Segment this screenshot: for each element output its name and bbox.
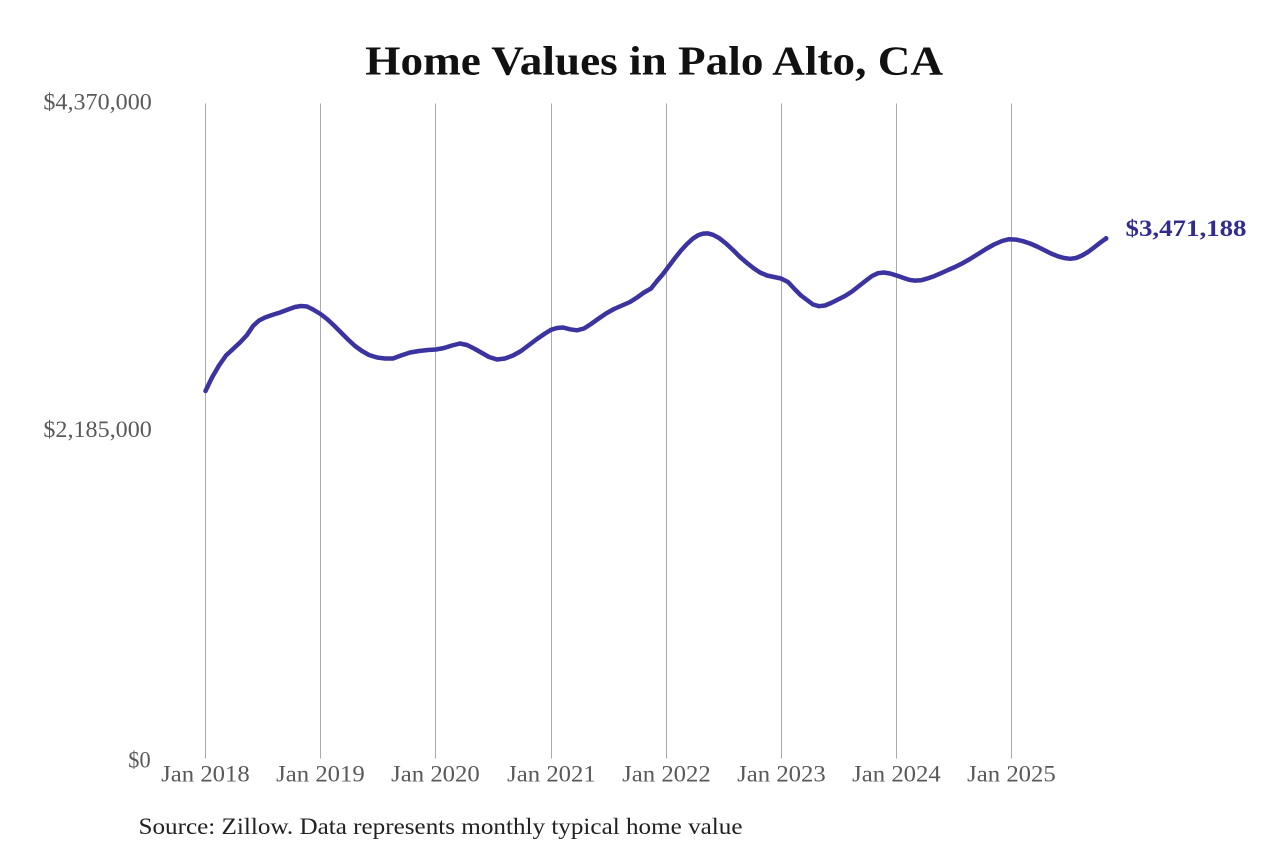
svg-text:Jan 2021: Jan 2021 xyxy=(507,762,596,787)
svg-text:$4,370,000: $4,370,000 xyxy=(43,90,151,115)
svg-text:Jan 2025: Jan 2025 xyxy=(967,762,1056,787)
svg-text:Jan 2018: Jan 2018 xyxy=(161,762,250,787)
svg-text:$3,471,188: $3,471,188 xyxy=(1126,216,1247,241)
svg-text:Jan 2024: Jan 2024 xyxy=(852,762,941,787)
svg-text:Jan 2020: Jan 2020 xyxy=(391,762,480,787)
svg-text:Source: Zillow. Data represent: Source: Zillow. Data represents monthly … xyxy=(139,814,743,839)
svg-text:$2,185,000: $2,185,000 xyxy=(43,417,151,442)
svg-text:$0: $0 xyxy=(128,748,150,773)
svg-text:Jan 2019: Jan 2019 xyxy=(276,762,365,787)
svg-text:Jan 2022: Jan 2022 xyxy=(622,762,711,787)
svg-text:Jan 2023: Jan 2023 xyxy=(737,762,826,787)
svg-text:Home Values in Palo Alto, CA: Home Values in Palo Alto, CA xyxy=(365,37,943,83)
